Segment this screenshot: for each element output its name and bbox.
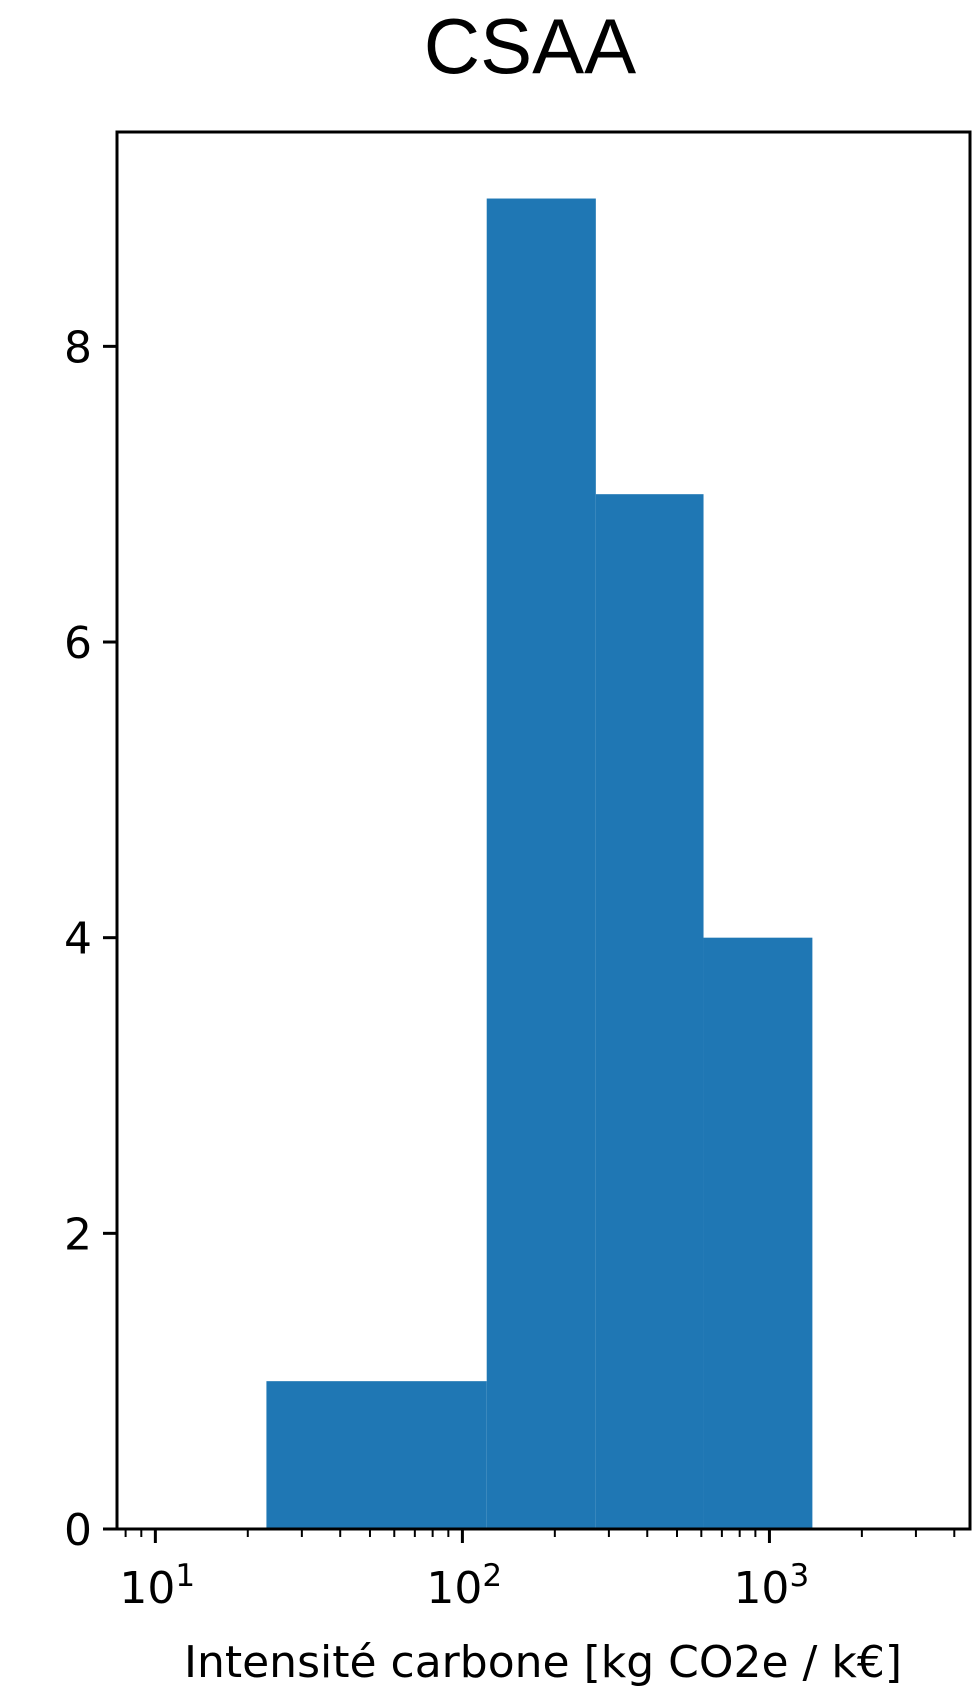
x-tick-label: 10 (733, 1563, 789, 1614)
x-tick-exponent: 2 (482, 1558, 502, 1594)
x-tick-exponent: 1 (175, 1558, 195, 1594)
y-tick-label: 8 (64, 322, 92, 373)
bars-layer (266, 198, 813, 1529)
chart-title: CSAA (424, 2, 636, 90)
histogram-bar-4 (703, 937, 813, 1529)
y-tick-label: 2 (64, 1209, 92, 1260)
plot-frame (115, 130, 972, 1531)
histogram-bar-1 (266, 1381, 487, 1529)
histogram-bar-2 (486, 198, 596, 1529)
y-tick-label: 4 (64, 914, 92, 965)
x-tick-label: 10 (119, 1563, 175, 1614)
y-tick-label: 0 (64, 1505, 92, 1556)
x-tick-exponent: 3 (789, 1558, 809, 1594)
x-axis-label: Intensité carbone [kg CO2e / k€] (184, 1637, 902, 1688)
y-tick-label: 6 (64, 618, 92, 669)
histogram-bar-3 (595, 494, 704, 1529)
x-tick-label: 10 (426, 1563, 482, 1614)
